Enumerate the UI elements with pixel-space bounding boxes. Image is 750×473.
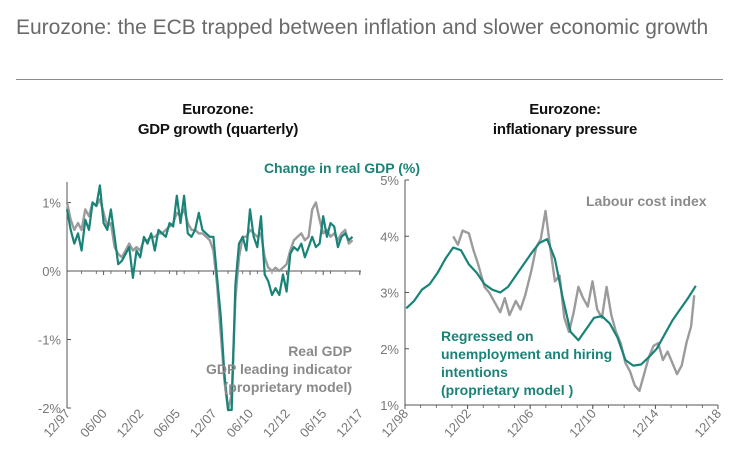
chart2-annotation-teal-3: intentions <box>441 364 508 380</box>
chart2-annotation-teal-1: Regressed on <box>441 328 534 344</box>
chart2-ytick-label: 5% <box>380 173 399 188</box>
chart1-ytick-label: -1% <box>38 333 62 348</box>
chart1-xtick-label: 12/02 <box>114 406 147 440</box>
chart1-annotation-grey-3: (proprietary model) <box>224 379 352 395</box>
chart1-series <box>65 184 354 412</box>
chart1-ytick-label: 1% <box>42 196 61 211</box>
chart1-series-teal-line <box>65 184 354 412</box>
chart1-xtick-label: 06/05 <box>150 406 183 440</box>
chart2-ytick-label: 4% <box>380 229 399 244</box>
chart1-title-line2: GDP growth (quarterly) <box>138 121 299 138</box>
chart1-annotation-grey-1: Real GDP <box>288 343 352 359</box>
chart2-axes: 5%4%3%2%1%12/98 12/02 12/06 12/10 12/14 12/18 <box>378 173 724 440</box>
chart2-annotation-teal-4: (proprietary model ) <box>441 382 573 398</box>
chart2-ytick-label: 2% <box>380 342 399 357</box>
title-divider <box>16 79 723 80</box>
chart2-xtick-label: 12/14 <box>629 406 662 440</box>
chart2-xtick-label: 12/10 <box>566 406 599 440</box>
chart1-xtick-label: 06/00 <box>77 406 110 440</box>
chart1-ytick-label: 0% <box>42 264 61 279</box>
chart2-series <box>405 209 697 393</box>
chart1-annotation-teal: Change in real GDP (%) <box>264 160 420 176</box>
chart2-ytick-label: 1% <box>380 398 399 413</box>
chart2-annotation-teal-2: unemployment and hiring <box>441 346 612 362</box>
chart1-series-grey-line <box>65 197 354 412</box>
chart2-title-line2: inflationary pressure <box>493 121 637 138</box>
chart1-ytick-label: -2% <box>38 401 62 416</box>
chart2-xtick-label: 12/06 <box>504 406 537 440</box>
chart1-xtick-label: 12/12 <box>260 406 293 440</box>
chart1-xtick-label: 12/17 <box>333 406 366 440</box>
chart2-series-grey-line <box>452 209 696 393</box>
chart2-series-teal-line <box>405 238 697 367</box>
chart2-xtick-label: 12/02 <box>441 406 474 440</box>
page-title: Eurozone: the ECB trapped between inflat… <box>16 16 709 39</box>
chart2-annotation-grey: Labour cost index <box>586 193 707 209</box>
chart1-annotation-grey-2: GDP leading indicator <box>206 361 353 377</box>
chart2-xtick-label: 12/18 <box>691 406 724 440</box>
chart2-ytick-label: 3% <box>380 286 399 301</box>
chart1-xtick-label: 12/07 <box>187 406 220 440</box>
chart1-xtick-label: 06/15 <box>297 406 330 440</box>
chart2-title-line1: Eurozone: <box>529 101 601 118</box>
chart1-title-line1: Eurozone: <box>182 101 254 118</box>
chart1-annotation-backdrop <box>282 337 372 407</box>
